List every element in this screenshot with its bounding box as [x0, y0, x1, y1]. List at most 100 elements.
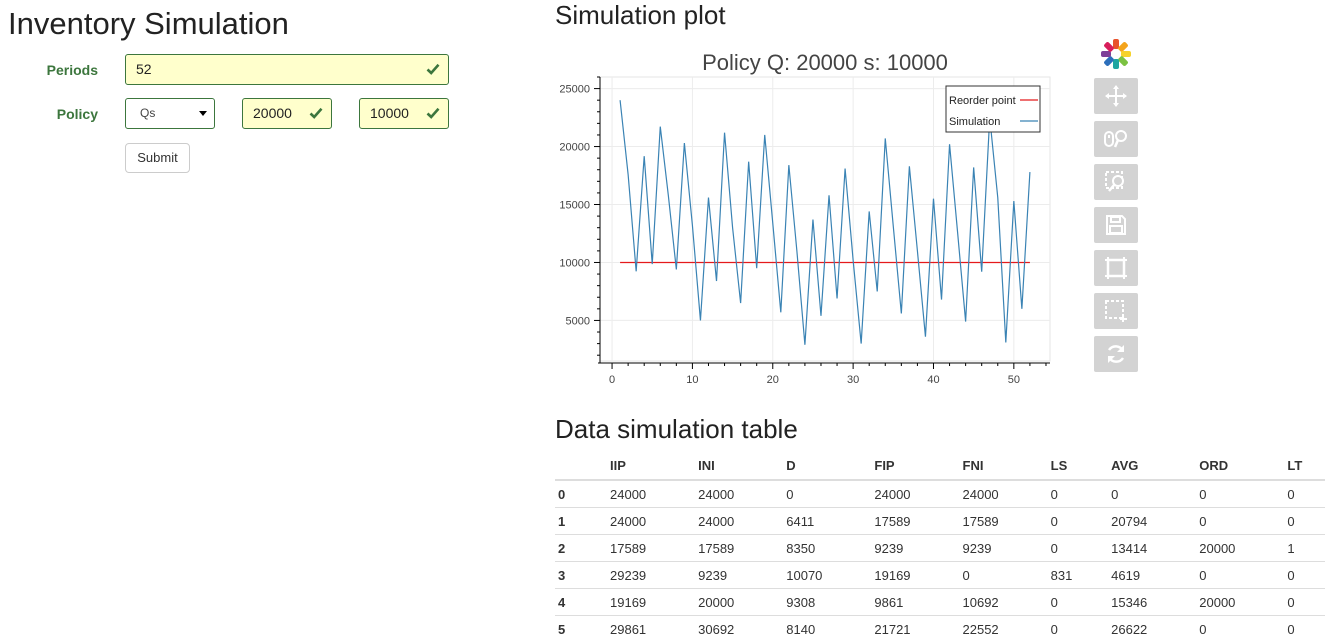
refresh-tool-button[interactable]	[1094, 336, 1138, 372]
table-cell: 10070	[776, 561, 865, 589]
periods-value: 52	[136, 61, 152, 77]
table-cell: 0	[1189, 507, 1278, 535]
table-cell: 13414	[1101, 534, 1190, 562]
simulation-line	[619, 100, 1031, 345]
policy-select[interactable]: Qs	[125, 98, 215, 129]
column-header: IIP	[600, 452, 689, 481]
wheel-zoom-icon	[1104, 130, 1127, 148]
table-cell: 0	[1189, 479, 1278, 508]
row-index: 1	[555, 507, 600, 535]
column-header	[555, 452, 600, 481]
x-tick-label: 10	[686, 374, 698, 386]
legend-label: Reorder point	[949, 95, 1016, 107]
table-cell: 0	[1277, 507, 1325, 535]
table-cell: 8350	[776, 534, 865, 562]
table-cell: 0	[1189, 561, 1278, 589]
table-row: 4 19169 20000 9308 9861 10692 0 15346 20000 0	[555, 588, 1325, 616]
row-index: 4	[555, 588, 600, 616]
table-cell: 17589	[600, 534, 689, 562]
y-tick-label: 15000	[560, 200, 590, 212]
table-cell: 17589	[864, 507, 953, 535]
table-cell: 0	[1101, 479, 1190, 508]
table-cell: 24000	[688, 479, 777, 508]
table-cell: 831	[1040, 561, 1102, 589]
table-cell: 0	[1277, 479, 1325, 508]
table-cell: 24000	[688, 507, 777, 535]
table-cell: 20000	[1189, 534, 1278, 562]
table-row: 3 29239 9239 10070 19169 0 831 4619 0 0	[555, 561, 1325, 589]
column-header: D	[776, 452, 865, 481]
table-cell: 9308	[776, 588, 865, 616]
table-cell: 21721	[864, 615, 953, 642]
table-cell: 10692	[952, 588, 1041, 616]
wheel-zoom-tool-button[interactable]	[1094, 121, 1138, 157]
table-cell: 22552	[952, 615, 1041, 642]
s-input[interactable]: 10000	[359, 98, 449, 129]
q-input[interactable]: 20000	[242, 98, 332, 129]
table-cell: 20000	[688, 588, 777, 616]
table-cell: 29861	[600, 615, 689, 642]
reset-view-tool-button[interactable]	[1094, 250, 1138, 286]
table-cell: 26622	[1101, 615, 1190, 642]
table-cell: 19169	[864, 561, 953, 589]
table-cell: 6411	[776, 507, 865, 535]
table-cell: 30692	[688, 615, 777, 642]
table-row: 1 24000 24000 6411 17589 17589 0 20794 0 0	[555, 507, 1325, 535]
refresh-icon	[1107, 345, 1125, 363]
table-row: 5 29861 30692 8140 21721 22552 0 26622 0 0	[555, 615, 1325, 642]
column-header: LT	[1277, 452, 1325, 481]
box-select-icon	[1105, 300, 1127, 322]
bokeh-logo-icon[interactable]	[1098, 36, 1134, 72]
table-cell: 0	[1277, 615, 1325, 642]
check-icon	[426, 63, 440, 75]
chart-title: Policy Q: 20000 s: 10000	[702, 50, 948, 75]
table-cell: 9239	[864, 534, 953, 562]
table-cell: 8140	[776, 615, 865, 642]
box-zoom-tool-button[interactable]	[1094, 164, 1138, 200]
table-cell: 17589	[688, 534, 777, 562]
x-tick-label: 40	[927, 374, 939, 386]
x-tick-label: 20	[767, 374, 779, 386]
q-value: 20000	[253, 105, 292, 121]
table-cell: 0	[1277, 588, 1325, 616]
policy-label: Policy	[56, 106, 98, 122]
column-header: INI	[688, 452, 777, 481]
table-cell: 0	[952, 561, 1041, 589]
row-index: 2	[555, 534, 600, 562]
table-cell: 24000	[952, 479, 1041, 508]
table-row: 0 24000 24000 0 24000 24000 0 0 0 0	[555, 479, 1325, 508]
legend-label: Simulation	[949, 116, 1000, 128]
table-cell: 0	[1040, 588, 1102, 616]
table-cell: 9239	[688, 561, 777, 589]
table-cell: 1	[1277, 534, 1325, 562]
table-cell: 0	[1040, 615, 1102, 642]
table-cell: 15346	[1101, 588, 1190, 616]
reset-view-icon	[1105, 257, 1127, 279]
column-header: LS	[1040, 452, 1102, 481]
table-header-row: IIP INI D FIP FNI LS AVG ORD LT	[555, 452, 1325, 481]
check-icon	[309, 107, 323, 119]
table-cell: 0	[776, 479, 865, 508]
table-cell: 0	[1040, 479, 1102, 508]
y-tick-label: 10000	[560, 257, 590, 269]
periods-input[interactable]: 52	[125, 54, 449, 85]
plot-heading: Simulation plot	[555, 0, 726, 30]
table-cell: 20000	[1189, 588, 1278, 616]
submit-button[interactable]: Submit	[125, 143, 190, 173]
table-cell: 0	[1040, 507, 1102, 535]
table-cell: 9239	[952, 534, 1041, 562]
save-tool-button[interactable]	[1094, 207, 1138, 243]
table-cell: 4619	[1101, 561, 1190, 589]
chart-svg[interactable]: Policy Q: 20000 s: 10000 0 10 20 30 40 50 5000 1…	[559, 44, 1060, 389]
simulation-plot[interactable]: Policy Q: 20000 s: 10000 0 10 20 30 40 50 5000 1…	[559, 44, 1060, 389]
row-index: 0	[555, 479, 600, 508]
table-cell: 9861	[864, 588, 953, 616]
table-heading: Data simulation table	[555, 414, 798, 444]
periods-label: Periods	[46, 62, 98, 78]
x-tick-label: 30	[847, 374, 859, 386]
table-row: 2 17589 17589 8350 9239 9239 0 13414 20000 1	[555, 534, 1325, 562]
table-cell: 0	[1189, 615, 1278, 642]
pan-tool-button[interactable]	[1094, 78, 1138, 114]
column-header: FNI	[952, 452, 1041, 481]
box-select-tool-button[interactable]	[1094, 293, 1138, 329]
